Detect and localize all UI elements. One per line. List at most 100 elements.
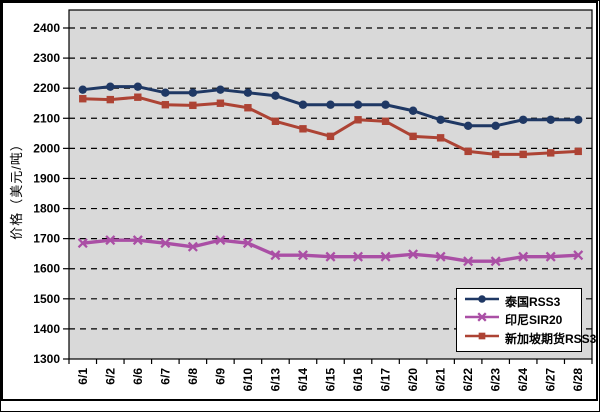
legend-swatch-line-circle-icon bbox=[464, 292, 500, 311]
x-axis-tick-label: 6/17 bbox=[379, 368, 393, 392]
series-marker-circle bbox=[298, 100, 308, 109]
series-marker-circle bbox=[161, 88, 170, 97]
series-marker-square bbox=[79, 95, 87, 103]
legend-item-thailand-rss3: 泰国RSS3 bbox=[464, 292, 577, 310]
series-marker-square bbox=[216, 99, 225, 107]
y-axis-tick-label: 1800 bbox=[33, 202, 60, 216]
series-marker-circle bbox=[243, 88, 253, 97]
y-axis-tick-label: 2200 bbox=[33, 81, 60, 95]
x-axis-tick-label: 6/28 bbox=[571, 368, 585, 392]
series-marker-circle bbox=[491, 121, 500, 130]
y-axis-tick-label: 1500 bbox=[33, 292, 60, 306]
series-marker-circle bbox=[78, 85, 87, 94]
series-marker-x bbox=[477, 312, 487, 323]
legend-label: 泰国RSS3 bbox=[505, 294, 561, 309]
series-marker-circle bbox=[381, 100, 390, 109]
x-axis-tick-label: 6/1 bbox=[76, 368, 90, 385]
series-marker-circle bbox=[408, 106, 418, 115]
series-indonesia-sir20 bbox=[77, 235, 584, 267]
legend-swatch-svg bbox=[465, 312, 499, 323]
legend-label: 新加坡期货RSS3 bbox=[505, 332, 597, 347]
x-axis-tick-label: 6/27 bbox=[544, 368, 558, 392]
series-marker-square bbox=[189, 101, 197, 110]
y-axis-tick-label: 2400 bbox=[33, 21, 60, 35]
series-marker-square bbox=[381, 117, 390, 125]
series-marker-x bbox=[353, 251, 364, 262]
x-axis-tick-label: 6/10 bbox=[241, 368, 255, 392]
series-marker-square bbox=[436, 134, 445, 142]
x-axis-tick-label: 6/16 bbox=[351, 368, 365, 392]
series-marker-square bbox=[519, 150, 527, 159]
series-marker-x bbox=[297, 250, 308, 261]
series-marker-square bbox=[271, 117, 280, 125]
series-marker-circle bbox=[518, 115, 528, 124]
series-marker-square bbox=[299, 125, 307, 133]
series-marker-x bbox=[380, 251, 391, 262]
legend-swatch-svg bbox=[465, 332, 499, 340]
y-axis-tick-label: 2100 bbox=[33, 111, 60, 125]
x-axis-tick-label: 6/23 bbox=[489, 368, 503, 392]
x-axis-tick-label: 6/6 bbox=[131, 368, 145, 385]
series-marker-circle bbox=[574, 115, 583, 124]
series-marker-square bbox=[491, 150, 500, 159]
series-marker-circle bbox=[271, 91, 280, 100]
series-marker-square bbox=[464, 147, 472, 156]
series-marker-circle bbox=[353, 100, 363, 109]
series-marker-x bbox=[270, 250, 281, 261]
x-axis-tick-label: 6/13 bbox=[268, 368, 282, 392]
series-marker-x bbox=[573, 250, 584, 261]
x-axis-tick-label: 6/20 bbox=[406, 368, 420, 392]
series-marker-square bbox=[478, 332, 486, 340]
series-marker-circle bbox=[478, 295, 486, 303]
x-axis-tick-label: 6/15 bbox=[324, 368, 338, 392]
legend-swatch-line-x-icon bbox=[464, 310, 500, 329]
series-marker-circle bbox=[106, 82, 115, 91]
legend-label: 印尼SIR20 bbox=[505, 313, 563, 328]
series-marker-square bbox=[106, 95, 114, 104]
y-axis-tick-label: 2000 bbox=[33, 141, 60, 155]
series-marker-circle bbox=[216, 85, 225, 94]
legend-item-indonesia-sir20: 印尼SIR20 bbox=[464, 311, 577, 329]
x-axis-tick-label: 6/14 bbox=[296, 368, 310, 392]
series-marker-x bbox=[490, 256, 501, 267]
series-marker-x bbox=[160, 238, 171, 249]
series-thailand-rss3 bbox=[78, 82, 583, 130]
x-axis-tick-label: 6/2 bbox=[103, 368, 117, 385]
series-marker-x bbox=[408, 249, 419, 260]
series-marker-square bbox=[326, 132, 335, 141]
series-marker-circle bbox=[188, 88, 198, 97]
series-marker-x bbox=[518, 251, 529, 262]
series-marker-square bbox=[134, 93, 142, 101]
series-marker-x bbox=[545, 251, 556, 262]
legend-swatch-line-square-icon bbox=[464, 329, 500, 348]
series-marker-circle bbox=[436, 115, 445, 124]
series-marker-square bbox=[354, 116, 362, 124]
series-marker-square bbox=[547, 149, 555, 157]
y-axis-tick-label: 1600 bbox=[33, 262, 60, 276]
series-singapore-futures-rss3 bbox=[79, 93, 582, 159]
y-axis-tick-label: 2300 bbox=[33, 51, 60, 65]
series-marker-x bbox=[325, 251, 336, 262]
series-marker-square bbox=[409, 132, 417, 141]
series-marker-circle bbox=[546, 115, 555, 124]
x-axis-tick-label: 6/9 bbox=[213, 368, 227, 385]
y-axis-tick-label: 1700 bbox=[33, 232, 60, 246]
series-marker-square bbox=[574, 147, 582, 156]
series-marker-x bbox=[105, 235, 116, 246]
series-marker-x bbox=[215, 235, 226, 246]
series-marker-x bbox=[463, 256, 474, 267]
series-marker-circle bbox=[463, 121, 473, 130]
series-marker-circle bbox=[133, 82, 143, 91]
y-axis-tick-label: 1300 bbox=[33, 352, 60, 366]
series-marker-x bbox=[187, 241, 198, 252]
legend: 泰国RSS3 印尼SIR20 新加坡期货RSS3 bbox=[456, 288, 596, 352]
y-axis-tick-label: 1900 bbox=[33, 171, 60, 185]
series-marker-circle bbox=[326, 100, 335, 109]
legend-item-singapore-futures-rss3: 新加坡期货RSS3 bbox=[464, 329, 596, 348]
series-marker-x bbox=[242, 238, 253, 249]
x-axis-tick-label: 6/24 bbox=[516, 368, 530, 392]
x-axis-tick-label: 6/22 bbox=[461, 368, 475, 392]
series-marker-square bbox=[161, 101, 170, 109]
